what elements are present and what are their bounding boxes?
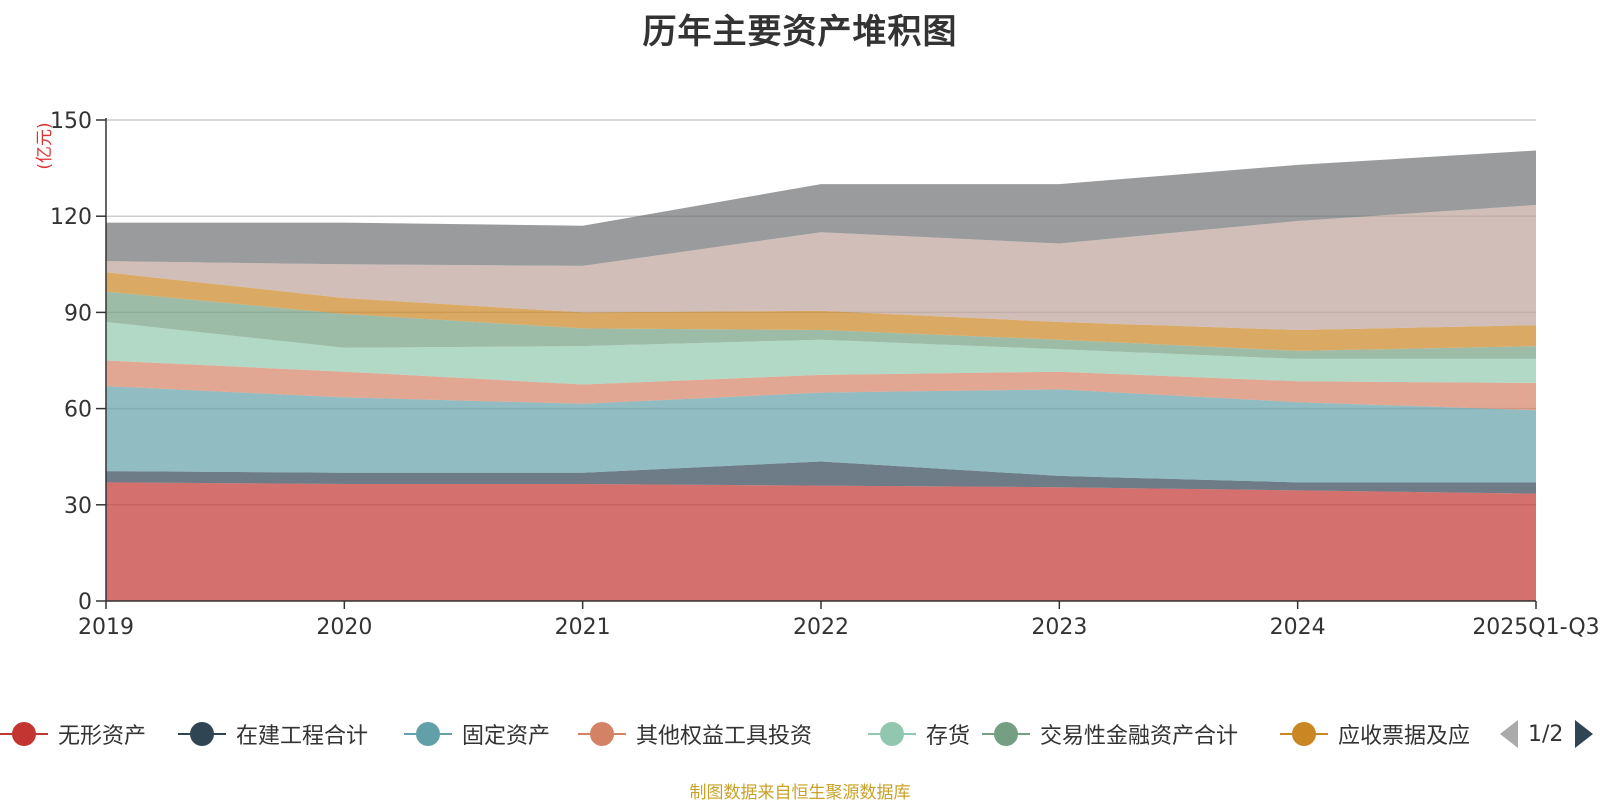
y-tick-label: 60	[64, 398, 92, 423]
legend-marker-icon	[0, 722, 48, 746]
area-series-4	[106, 322, 1536, 385]
y-tick-label: 90	[64, 301, 92, 326]
legend-label: 其他权益工具投资	[636, 724, 813, 749]
legend-marker-icon	[868, 722, 916, 746]
stacked-area-chart: 0 30 60 90 120 150 2019 2020 2021 2022 2023 2024 202…	[35, 109, 1600, 640]
x-tick-label: 2021	[555, 615, 611, 640]
legend-marker-icon	[404, 722, 452, 746]
legend: 1/2 无形资产 在建工程合计 固定资产 其他权益工具投资 存货 交易性金融资产合计 应收票…	[0, 716, 1600, 752]
legend-label: 在建工程合计	[236, 724, 369, 749]
y-tick-label: 30	[64, 494, 92, 519]
legend-item-1[interactable]: 在建工程合计	[178, 716, 368, 752]
legend-item-5[interactable]: 交易性金融资产合计	[982, 716, 1238, 752]
area-series-3	[106, 360, 1536, 411]
legend-item-6[interactable]: 应收票据及应	[1280, 716, 1470, 752]
x-tick-label: 2020	[316, 615, 372, 640]
area-series-0	[106, 482, 1536, 601]
axis-layer: 0 30 60 90 120 150 2019 2020 2021 2022 2023 2024 202…	[35, 109, 1600, 640]
legend-label: 应收票据及应	[1338, 724, 1471, 749]
legend-pager: 1/2	[1500, 716, 1594, 752]
legend-marker-icon	[578, 722, 626, 746]
area-series-1	[106, 461, 1536, 494]
area-series-7	[106, 205, 1536, 330]
y-axis-unit-label: (亿元)	[35, 122, 55, 169]
legend-prev-page-button[interactable]	[1500, 720, 1518, 748]
legend-next-page-button[interactable]	[1575, 720, 1594, 748]
area-series-6	[106, 272, 1536, 351]
legend-label: 交易性金融资产合计	[1040, 724, 1239, 749]
x-tick-label: 2022	[793, 615, 849, 640]
x-tick-label: 2019	[78, 615, 134, 640]
legend-item-2[interactable]: 固定资产	[404, 716, 550, 752]
source-note: 制图数据来自恒生聚源数据库	[689, 783, 911, 803]
area-series-5	[106, 291, 1536, 359]
legend-marker-icon	[1280, 722, 1328, 746]
legend-label: 存货	[926, 724, 971, 749]
y-tick-label: 150	[50, 109, 92, 134]
legend-marker-icon	[982, 722, 1030, 746]
area-series-8	[106, 150, 1536, 266]
legend-item-0[interactable]: 无形资产	[0, 716, 146, 752]
x-tick-label: 2023	[1031, 615, 1087, 640]
area-series-2	[106, 386, 1536, 483]
legend-label: 无形资产	[58, 724, 147, 749]
x-tick-label: 2024	[1270, 615, 1326, 640]
x-tick-label: 2025Q1-Q3	[1472, 615, 1599, 640]
y-tick-label: 120	[50, 205, 92, 230]
legend-page-indicator: 1/2	[1528, 721, 1564, 747]
legend-item-3[interactable]: 其他权益工具投资	[578, 716, 812, 752]
chart-title: 历年主要资产堆积图	[642, 12, 958, 52]
y-tick-label: 0	[78, 590, 92, 615]
legend-label: 固定资产	[462, 724, 551, 749]
legend-marker-icon	[178, 722, 226, 746]
area-layer	[106, 150, 1536, 601]
legend-item-4[interactable]: 存货	[868, 716, 970, 752]
